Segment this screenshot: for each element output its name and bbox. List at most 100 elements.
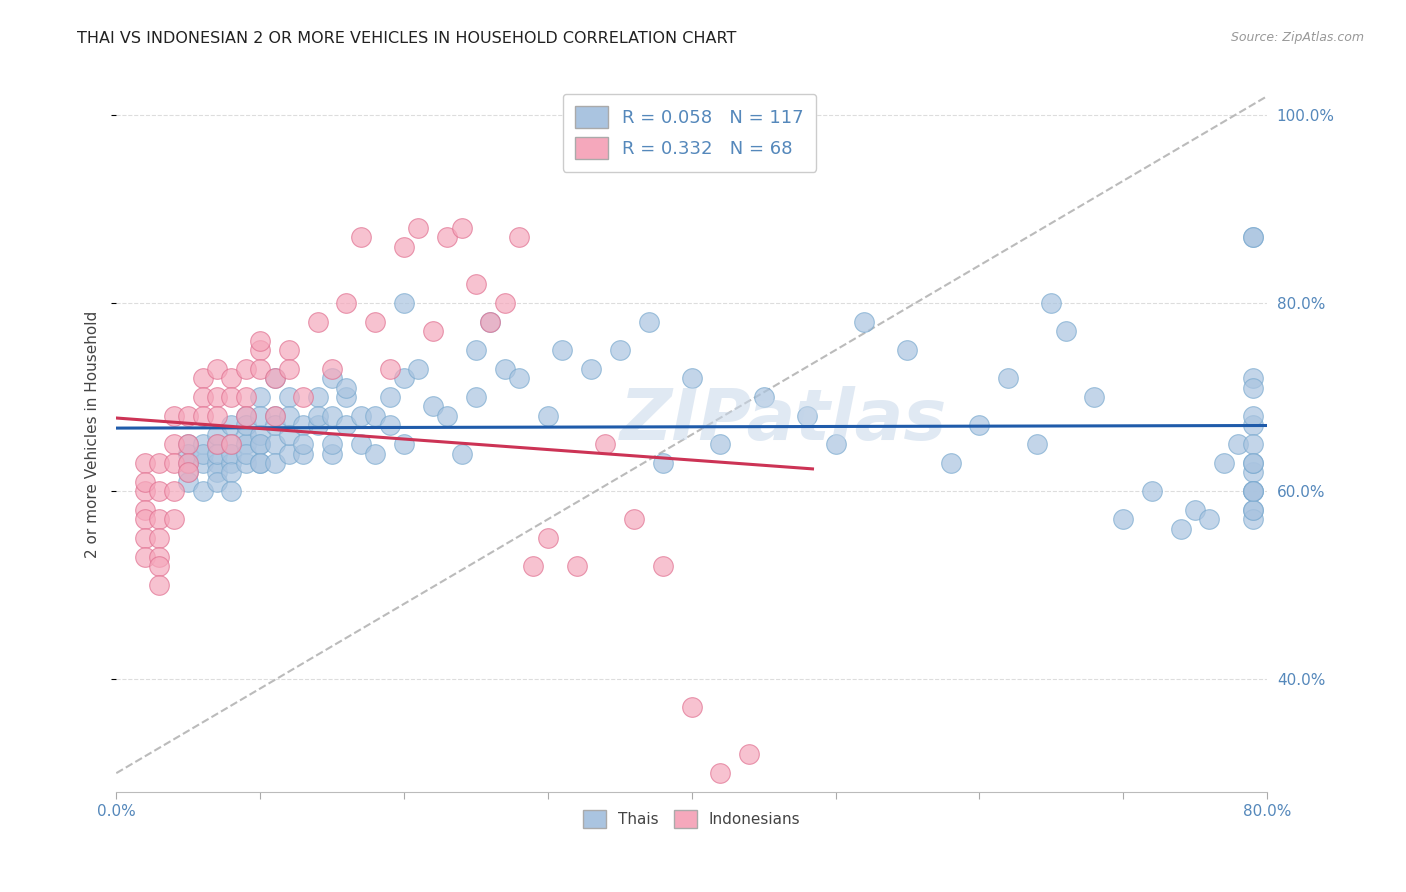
Point [205,437,228,451]
Point [335,418,357,433]
Point [335,296,357,310]
Point [1040,296,1063,310]
Point [221,437,243,451]
Point [221,484,243,499]
Point [623,512,645,526]
Point [249,409,271,423]
Point [307,418,329,433]
Point [1184,503,1206,517]
Point [537,409,560,423]
Point [292,418,315,433]
Point [609,343,631,357]
Point [148,512,170,526]
Point [896,343,918,357]
Point [221,437,243,451]
Point [1198,512,1220,526]
Y-axis label: 2 or more Vehicles in Household: 2 or more Vehicles in Household [86,311,100,558]
Point [824,437,846,451]
Point [1241,465,1264,479]
Point [307,390,329,404]
Point [263,371,285,385]
Point [378,390,401,404]
Point [134,512,156,526]
Point [1241,484,1264,499]
Point [221,371,243,385]
Point [292,390,315,404]
Point [205,446,228,460]
Point [249,362,271,376]
Text: Source: ZipAtlas.com: Source: ZipAtlas.com [1230,31,1364,45]
Point [221,456,243,470]
Point [177,437,200,451]
Point [205,427,228,442]
Point [1241,381,1264,395]
Point [350,409,373,423]
Point [177,409,200,423]
Point [205,362,228,376]
Point [307,315,329,329]
Point [148,578,170,592]
Point [422,324,444,338]
Point [249,390,271,404]
Point [436,409,458,423]
Point [997,371,1019,385]
Point [249,334,271,348]
Point [191,456,214,470]
Point [307,409,329,423]
Point [752,390,775,404]
Point [364,446,387,460]
Point [277,427,299,442]
Point [969,418,991,433]
Point [205,437,228,451]
Text: ZIPatlas: ZIPatlas [620,386,948,455]
Point [205,465,228,479]
Point [235,456,257,470]
Point [263,456,285,470]
Point [277,390,299,404]
Point [1083,390,1105,404]
Point [235,362,257,376]
Point [148,549,170,564]
Point [1112,512,1135,526]
Point [134,531,156,545]
Point [1054,324,1077,338]
Point [221,418,243,433]
Point [1212,456,1234,470]
Point [134,475,156,489]
Point [364,315,387,329]
Point [392,296,415,310]
Point [408,220,430,235]
Point [494,362,516,376]
Point [508,230,530,244]
Point [191,484,214,499]
Point [1227,437,1250,451]
Point [1241,512,1264,526]
Point [177,446,200,460]
Point [350,230,373,244]
Point [235,409,257,423]
Point [479,315,502,329]
Point [551,343,574,357]
Point [263,371,285,385]
Point [522,559,544,574]
Point [263,409,285,423]
Point [1170,522,1192,536]
Point [681,700,703,714]
Point [249,437,271,451]
Point [235,390,257,404]
Point [1241,437,1264,451]
Point [221,465,243,479]
Point [205,475,228,489]
Point [205,409,228,423]
Point [422,400,444,414]
Point [392,437,415,451]
Point [177,475,200,489]
Point [350,437,373,451]
Point [450,446,472,460]
Point [134,456,156,470]
Point [1241,409,1264,423]
Point [709,766,731,780]
Point [249,437,271,451]
Point [651,456,673,470]
Point [464,343,486,357]
